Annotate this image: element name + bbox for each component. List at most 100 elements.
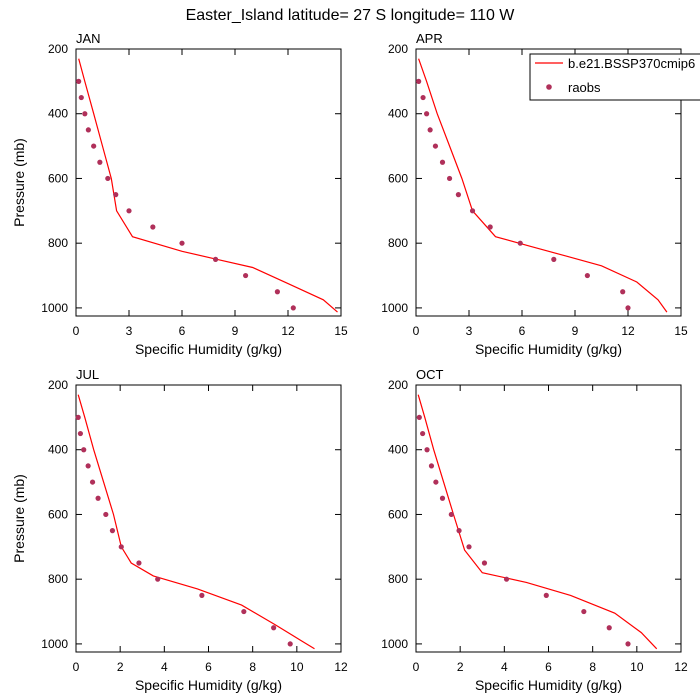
raobs-point <box>85 463 91 469</box>
plot-frame <box>415 384 682 653</box>
legend-obs-marker <box>546 84 552 90</box>
raobs-point <box>416 414 422 420</box>
raobs-point <box>584 272 590 279</box>
raobs-point <box>551 256 557 262</box>
raobs-point <box>424 447 430 453</box>
x-tick-label: 10 <box>630 660 644 674</box>
raobs-point <box>625 305 631 311</box>
x-tick-label: 3 <box>466 324 473 338</box>
y-tick-label: 400 <box>48 443 68 457</box>
panel-title: OCT <box>416 367 444 382</box>
legend-box <box>529 53 700 101</box>
raobs-point <box>155 576 161 582</box>
y-tick-label: 200 <box>48 378 68 392</box>
raobs-point <box>78 94 84 101</box>
x-tick-label: 12 <box>674 660 688 674</box>
raobs-point <box>118 544 124 550</box>
raobs-point <box>446 175 453 182</box>
raobs-point <box>77 430 84 437</box>
raobs-point <box>481 560 488 566</box>
raobs-point <box>95 495 101 501</box>
x-axis-label: Specific Humidity (g/kg) <box>135 341 282 357</box>
x-tick-label: 8 <box>589 660 596 674</box>
x-tick-label: 4 <box>161 660 168 674</box>
plot-frame <box>75 384 342 653</box>
raobs-point <box>109 528 116 534</box>
raobs-point <box>75 414 81 420</box>
x-tick-label: 0 <box>73 324 80 338</box>
plot-frame <box>415 48 682 317</box>
y-tick-label: 600 <box>48 171 68 185</box>
model-series-line <box>77 394 315 650</box>
y-tick-label: 800 <box>388 572 408 586</box>
y-tick-label: 1000 <box>41 301 68 315</box>
raobs-point <box>455 192 461 198</box>
legend-model-label: b.e21.BSSP370cmip6 <box>568 56 695 71</box>
raobs-point <box>448 511 454 518</box>
raobs-point <box>199 592 205 598</box>
raobs-point <box>113 192 119 198</box>
raobs-point <box>469 208 476 214</box>
x-tick-label: 9 <box>232 324 239 338</box>
figure-title: Easter_Island latitude= 27 S longitude= … <box>186 7 516 24</box>
panel-title: APR <box>416 31 443 46</box>
raobs-point <box>290 305 296 311</box>
x-tick-label: 6 <box>519 324 526 338</box>
x-tick-label: 12 <box>621 324 635 338</box>
raobs-point <box>581 608 587 615</box>
raobs-point <box>420 94 426 101</box>
raobs-point <box>432 143 439 149</box>
x-tick-label: 8 <box>249 660 256 674</box>
raobs-point <box>625 641 631 647</box>
x-axis-label: Specific Humidity (g/kg) <box>475 677 622 693</box>
raobs-point <box>466 544 472 550</box>
y-axis-label: Pressure (mb) <box>11 474 27 563</box>
y-tick-label: 200 <box>48 42 68 56</box>
x-tick-label: 0 <box>413 660 420 674</box>
raobs-point <box>150 224 156 230</box>
x-axis-label: Specific Humidity (g/kg) <box>475 341 622 357</box>
raobs-point <box>85 127 91 133</box>
raobs-point <box>420 430 426 437</box>
panel-title: JUL <box>76 367 99 382</box>
raobs-point <box>543 592 549 598</box>
raobs-point <box>81 447 87 453</box>
raobs-point <box>439 495 446 501</box>
y-tick-label: 1000 <box>41 637 68 651</box>
x-tick-label: 10 <box>290 660 304 674</box>
model-series-line <box>78 58 338 313</box>
y-tick-label: 600 <box>48 507 68 521</box>
raobs-point <box>103 511 109 518</box>
raobs-point <box>179 240 185 246</box>
y-tick-label: 400 <box>388 107 408 121</box>
legend: b.e21.BSSP370cmip6 raobs <box>529 53 700 101</box>
y-tick-label: 800 <box>48 572 68 586</box>
raobs-point <box>606 625 612 631</box>
model-series-line <box>417 394 658 650</box>
y-tick-label: 800 <box>388 236 408 250</box>
raobs-point <box>97 159 103 165</box>
raobs-point <box>487 224 493 230</box>
x-tick-label: 2 <box>457 660 464 674</box>
x-tick-label: 15 <box>674 324 688 338</box>
raobs-point <box>76 78 82 84</box>
x-tick-label: 6 <box>179 324 186 338</box>
raobs-point <box>274 289 280 295</box>
raobs-point <box>105 175 111 182</box>
raobs-point <box>89 479 96 485</box>
y-tick-label: 600 <box>388 171 408 185</box>
raobs-point <box>241 608 247 615</box>
y-tick-label: 200 <box>388 42 408 56</box>
panel-title: JAN <box>76 31 101 46</box>
x-tick-label: 6 <box>545 660 552 674</box>
raobs-point <box>82 111 88 117</box>
raobs-point <box>243 272 249 279</box>
y-tick-label: 200 <box>388 378 408 392</box>
x-tick-label: 3 <box>126 324 133 338</box>
chart-panel-jul: 0 2 4 6 8 10 12 200 400 600 800 1000 JUL Specific Hum… <box>11 367 348 693</box>
x-tick-label: 0 <box>73 660 80 674</box>
x-tick-label: 9 <box>572 324 579 338</box>
raobs-point <box>424 111 430 117</box>
